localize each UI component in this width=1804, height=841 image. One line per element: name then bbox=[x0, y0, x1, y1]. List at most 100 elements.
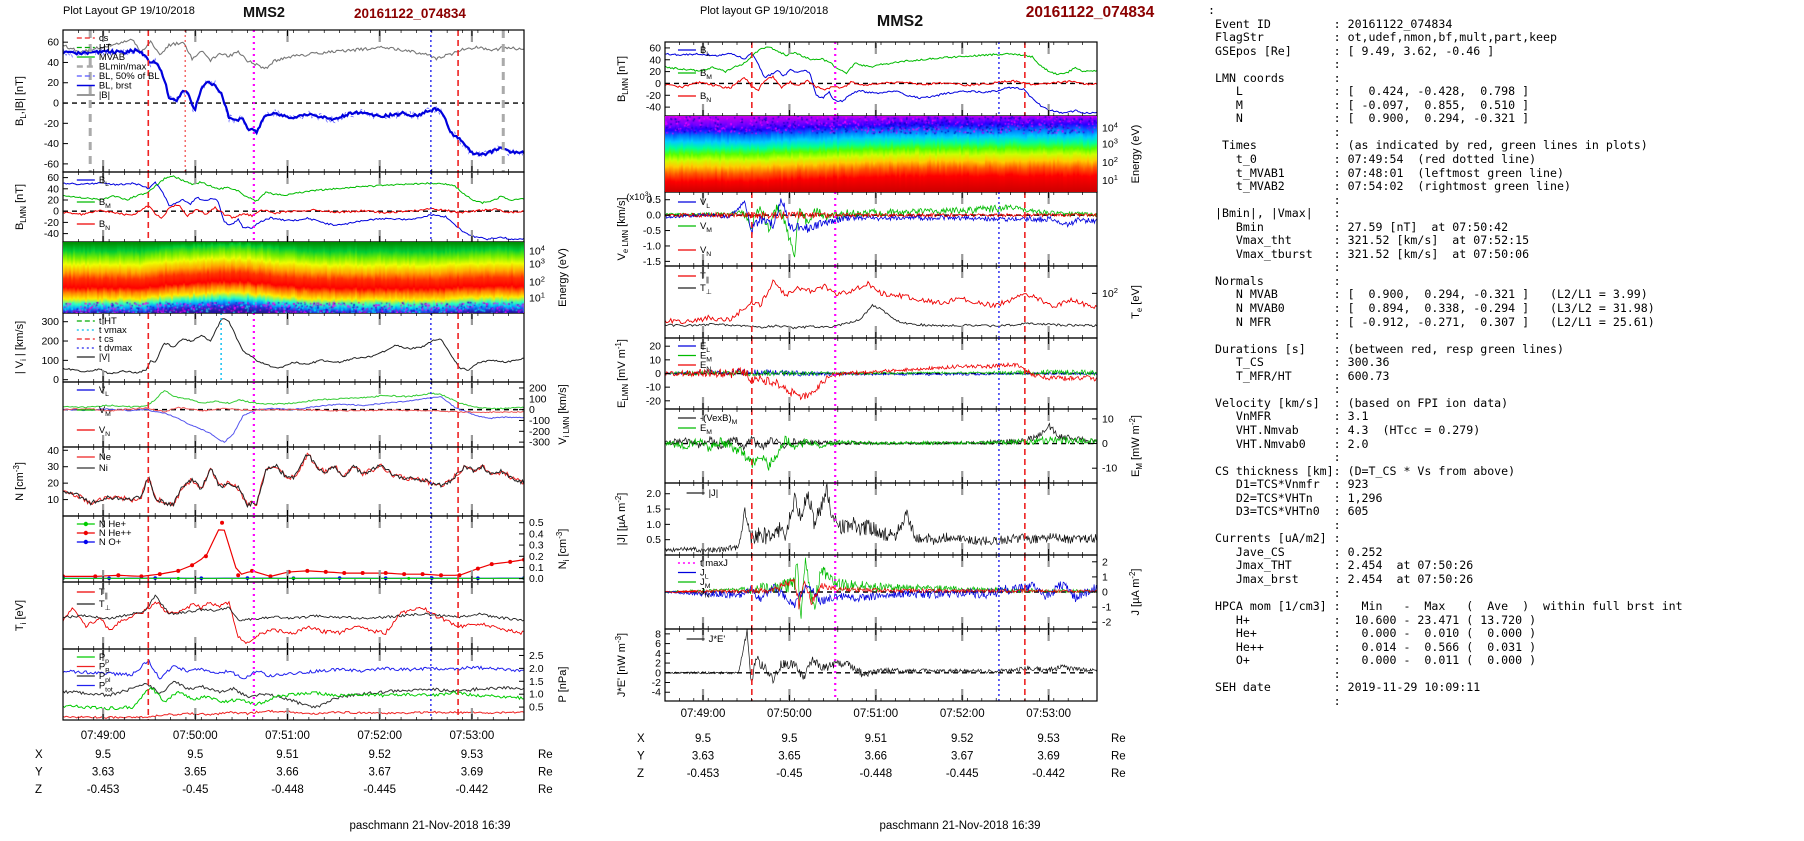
eph-row-label-Y: Y bbox=[35, 767, 43, 779]
y-tick-label: -60 bbox=[44, 158, 59, 170]
left-panel-ti: Ti [eV] T∥T⊥ bbox=[14, 581, 525, 650]
y-axis-label-vi-lmn: Vi LMN [km/s] bbox=[557, 384, 571, 444]
eph-value: 3.69 bbox=[461, 767, 483, 779]
legend-label: N O+ bbox=[99, 537, 122, 548]
event-id-middle: 20161122_074834 bbox=[1025, 4, 1155, 21]
legend-label: cs bbox=[99, 33, 109, 44]
series-marker-N-He++ bbox=[402, 572, 407, 577]
legend-label: VM bbox=[99, 405, 111, 418]
legend-label: |V| bbox=[99, 352, 110, 363]
series-marker-N-He++ bbox=[176, 568, 181, 573]
eph-value: 9.51 bbox=[865, 733, 887, 745]
eph-value: 9.52 bbox=[369, 749, 391, 761]
series-marker-N-He++ bbox=[190, 563, 195, 568]
eph-value: -0.453 bbox=[87, 784, 120, 796]
y-tick-label: 20 bbox=[47, 478, 59, 490]
legend-label: t HT bbox=[99, 316, 117, 327]
y-tick-label: 4 bbox=[655, 648, 661, 660]
panel-frame bbox=[62, 381, 525, 448]
series-P_B bbox=[63, 709, 524, 720]
eph-value: -0.448 bbox=[860, 768, 893, 780]
y-tick-label: 40 bbox=[47, 57, 59, 69]
panel-frame bbox=[664, 628, 1098, 702]
y-tick-label: 104 bbox=[1102, 121, 1118, 135]
series-P_p bbox=[63, 686, 524, 711]
legend-label: Ne bbox=[99, 452, 111, 463]
axis-ticks bbox=[62, 382, 525, 447]
series-marker-N-He++ bbox=[139, 574, 144, 579]
axis-ticks bbox=[664, 42, 1098, 116]
legend-label: N He+ bbox=[99, 519, 127, 530]
y-tick-label: 0.5 bbox=[529, 702, 544, 714]
eph-value: 9.5 bbox=[95, 749, 111, 761]
series-Ti-perp bbox=[63, 594, 524, 622]
series-marker-N-He++ bbox=[508, 559, 513, 564]
series-marker-N-He++ bbox=[323, 569, 328, 574]
mid-electron-spectrogram-canvas bbox=[665, 116, 1097, 192]
series-marker-N-He++ bbox=[383, 571, 388, 576]
axis-ticks bbox=[62, 313, 525, 382]
legend-label: JM bbox=[700, 577, 711, 590]
y-tick-label: 0.0 bbox=[646, 210, 661, 222]
eph-value: 9.5 bbox=[187, 749, 203, 761]
legend-label: HT bbox=[99, 43, 112, 54]
y-tick-label: 2.0 bbox=[646, 488, 661, 500]
series-P_pl bbox=[63, 680, 524, 709]
series-V_M bbox=[63, 390, 524, 410]
eph-row-label-X: X bbox=[35, 749, 43, 761]
series-marker-N-He++ bbox=[203, 554, 208, 559]
event-id-left: 20161122_074834 bbox=[354, 6, 466, 21]
legend-label: BL bbox=[700, 45, 710, 58]
footer-credit-left: paschmann 21-Nov-2018 16:39 bbox=[349, 820, 511, 832]
series-Ve_M bbox=[665, 204, 1097, 258]
eph-row-label-Z: Z bbox=[35, 784, 42, 796]
legend-label: VL bbox=[700, 197, 710, 210]
eph-value: -0.45 bbox=[182, 784, 208, 796]
series-P_tot bbox=[63, 659, 524, 680]
legend-label: VM bbox=[700, 221, 712, 234]
series-marker-N-He++ bbox=[489, 562, 494, 567]
series-BL-brst bbox=[63, 47, 524, 157]
time-tick-label: 07:52:00 bbox=[940, 708, 985, 720]
y-tick-label: 6 bbox=[655, 638, 661, 650]
panel-frame bbox=[664, 265, 1098, 339]
y-tick-label: 300 bbox=[41, 316, 59, 328]
middle-plot-column: Plot layout GP 19/10/2018 MMS2 20161122_… bbox=[600, 0, 1200, 841]
y-axis-label-ion-spectrogram: Energy (eV) bbox=[557, 248, 569, 307]
legend-label: EL bbox=[700, 341, 710, 354]
y-tick-label: 0 bbox=[655, 368, 661, 380]
series-marker-N-He++ bbox=[220, 520, 225, 525]
y-tick-label: 40 bbox=[649, 54, 661, 66]
series-marker-N-He++ bbox=[360, 571, 365, 576]
y-tick-label: 1.0 bbox=[646, 519, 661, 531]
axis-ticks bbox=[664, 409, 1098, 483]
mid-panel-te: 102 Te [eV] T∥T⊥ bbox=[664, 265, 1144, 339]
legend-marker bbox=[83, 539, 89, 545]
y-tick-label: -100 bbox=[529, 415, 550, 427]
axis-scale-note: (x103) bbox=[626, 191, 651, 203]
legend-label: JL bbox=[700, 568, 709, 581]
y-tick-label: -40 bbox=[44, 138, 59, 150]
series-E_M bbox=[665, 435, 1097, 471]
eph-value: 9.53 bbox=[1037, 733, 1059, 745]
y-tick-label: 200 bbox=[529, 382, 547, 394]
series-Te-par bbox=[665, 279, 1097, 325]
eph-value: 3.67 bbox=[369, 767, 391, 779]
left-plots-area: 60 40 20 0 -20 -40 -60 BL,|B| [nT] cs HT MVAB BLmin… bbox=[0, 0, 600, 820]
y-axis-label-em-vexb: EM [mW m-2] bbox=[1128, 415, 1144, 477]
axis-ticks bbox=[62, 649, 525, 720]
series-Te-perp bbox=[665, 303, 1097, 330]
y-tick-label: 102 bbox=[1102, 155, 1118, 169]
legend-label: -(VexB)M bbox=[700, 413, 738, 426]
y-tick-label: 0.5 bbox=[646, 534, 661, 546]
legend-label: EN bbox=[700, 360, 711, 373]
y-tick-label: 0 bbox=[53, 374, 59, 386]
y-tick-label: 102 bbox=[1102, 286, 1118, 300]
y-tick-label: 0 bbox=[53, 98, 59, 110]
y-tick-label: 0.4 bbox=[529, 528, 544, 540]
y-tick-label: 30 bbox=[47, 461, 59, 473]
y-tick-label: 60 bbox=[47, 172, 59, 184]
